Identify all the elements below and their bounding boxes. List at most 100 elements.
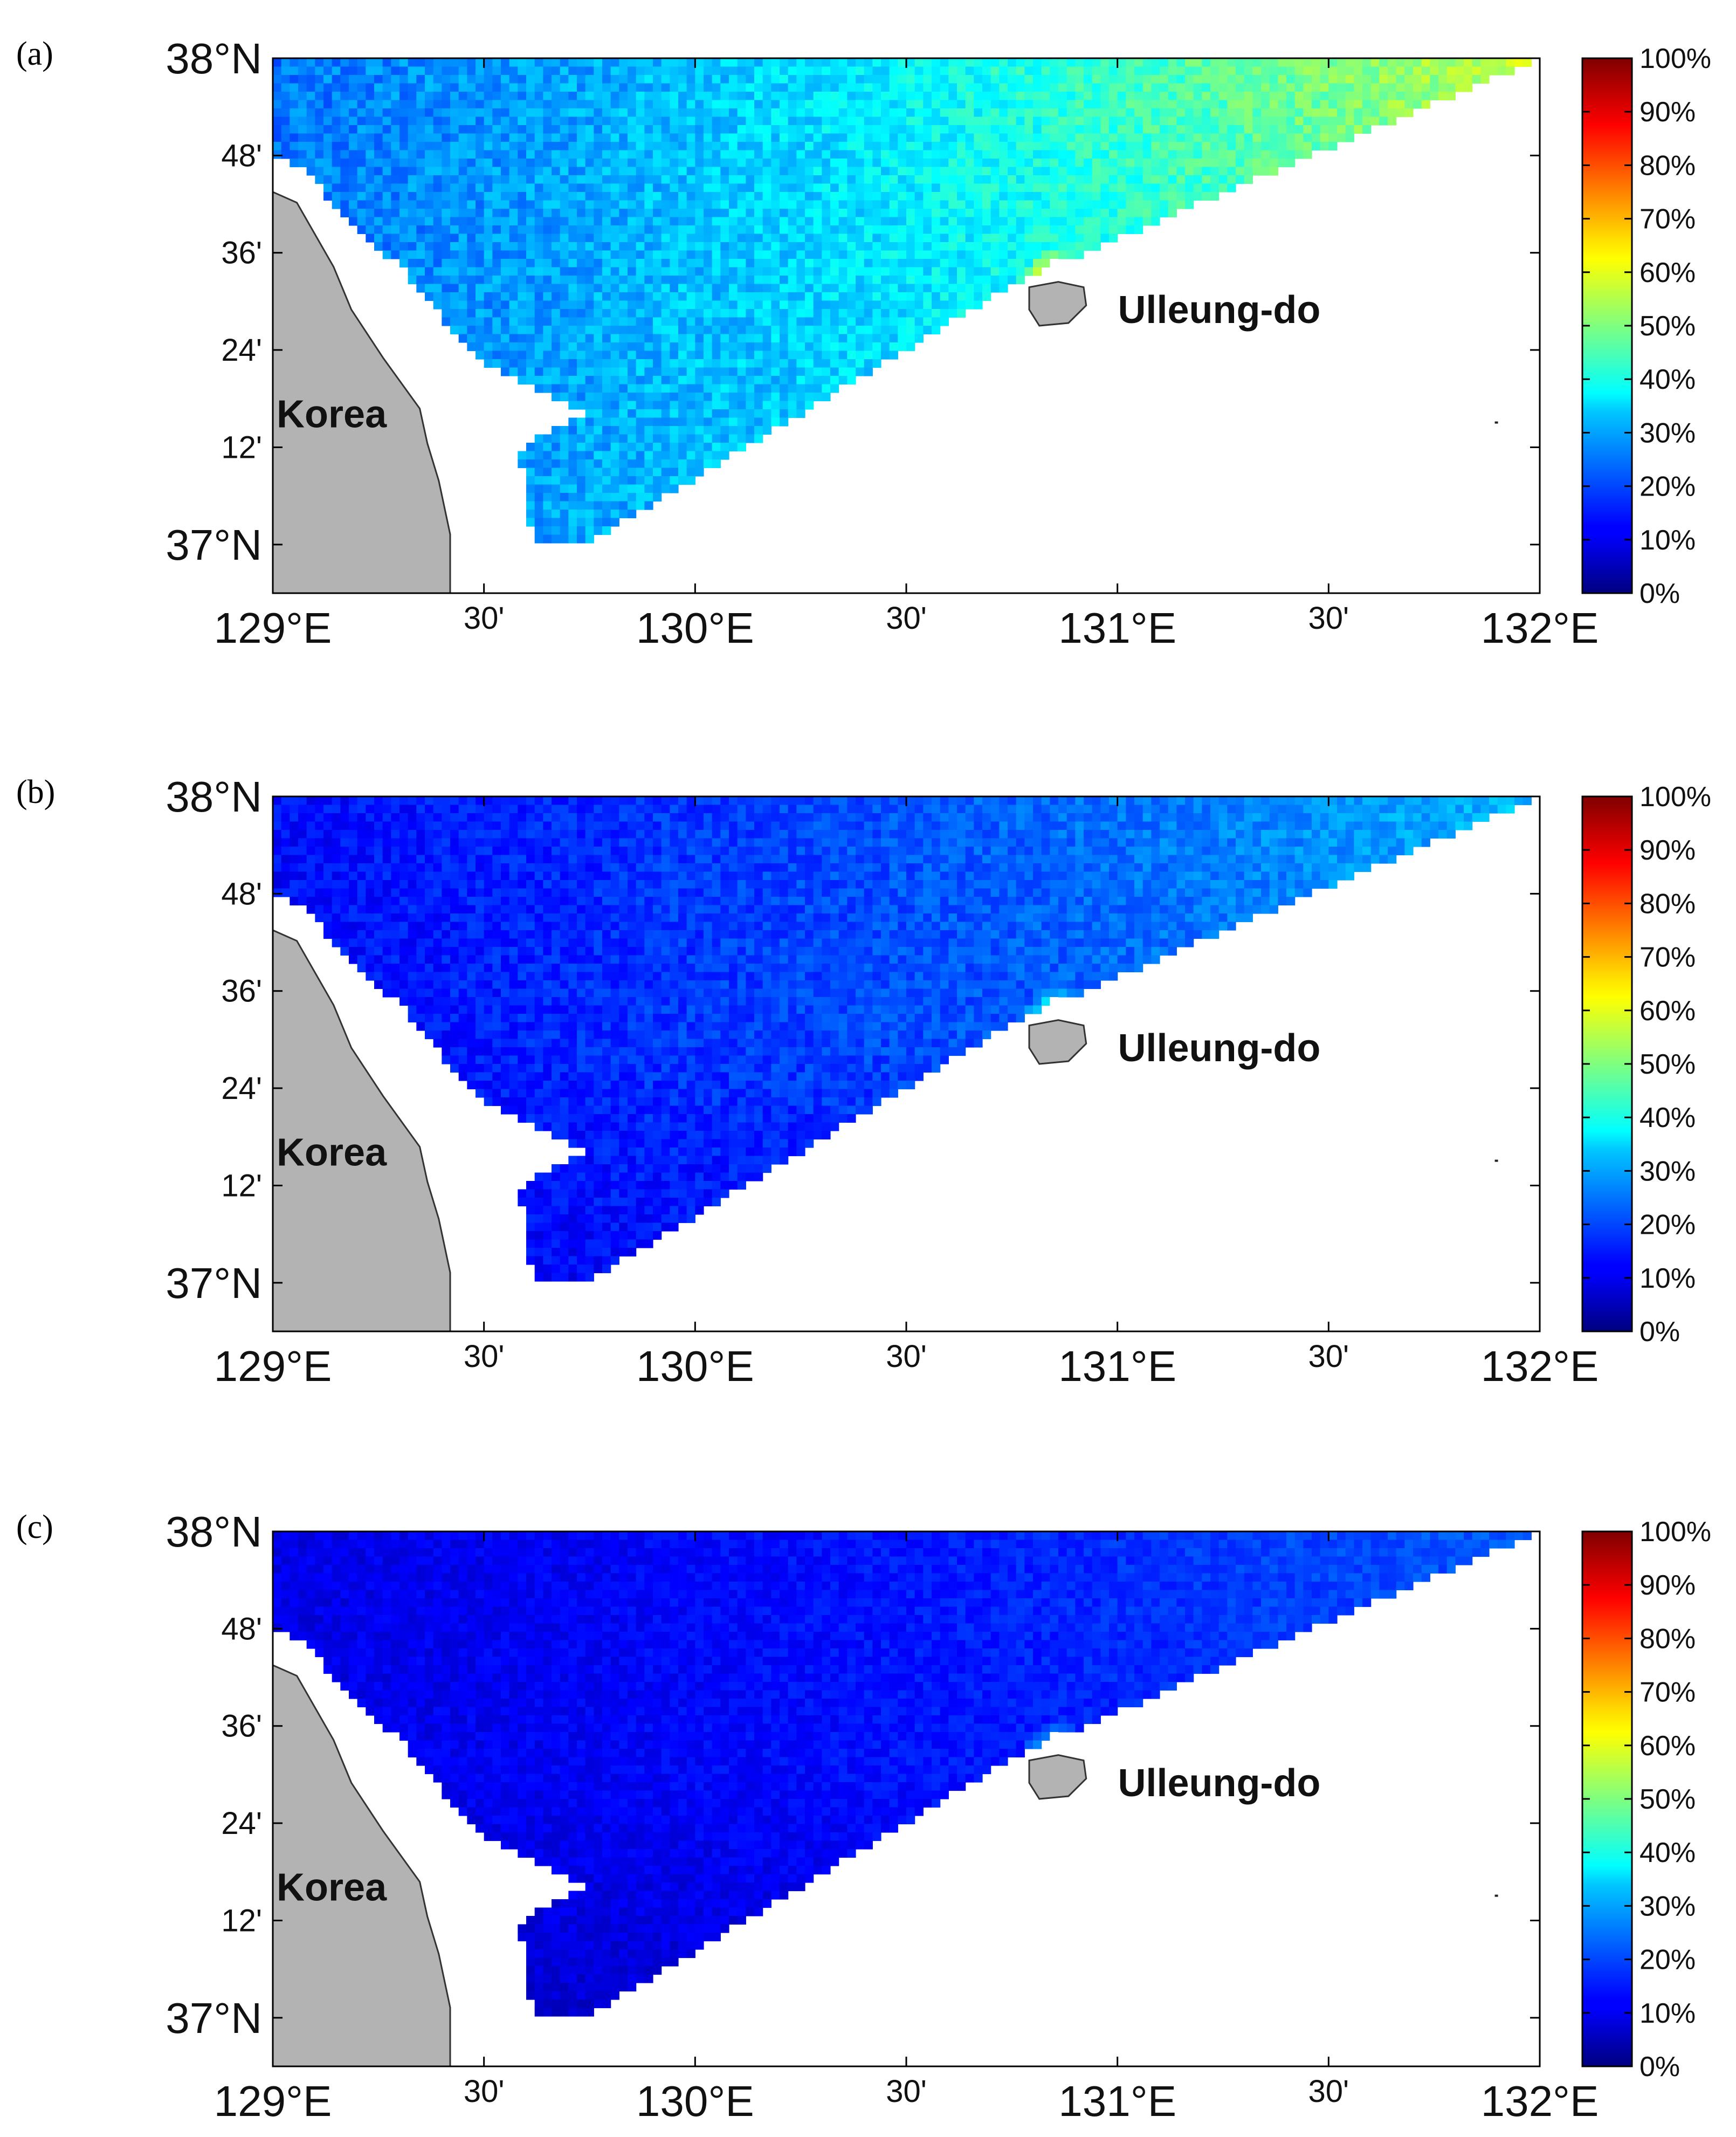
colorbar-tick-label: 0% xyxy=(1639,2051,1680,2083)
korea-label: Korea xyxy=(277,1131,387,1174)
lat-tick-label: 24' xyxy=(221,1071,262,1106)
lon-tick-label: 132°E xyxy=(1481,604,1599,652)
colorbar-tick-label: 70% xyxy=(1639,204,1696,235)
lon-tick-label: 30' xyxy=(464,1339,505,1374)
lat-tick-label: 36' xyxy=(221,236,262,271)
lon-tick-label: 132°E xyxy=(1481,2077,1599,2125)
lon-tick-label: 30' xyxy=(886,601,927,636)
lon-tick-label: 30' xyxy=(464,2074,505,2109)
colorbar-tick-label: 30% xyxy=(1639,417,1696,449)
colorbar-tick-label: 40% xyxy=(1639,1837,1696,1868)
colorbar-gradient xyxy=(1581,57,1633,594)
panel-a: (a) 38°N 48' 36' 24' 12' 37°N 129°E 30' 130°E 30' 1… xyxy=(16,35,1711,652)
colorbar-tick-label: 100% xyxy=(1639,43,1711,74)
colorbar-tick-label: 10% xyxy=(1639,1263,1696,1294)
colorbar-tick-label: 40% xyxy=(1639,364,1696,395)
dokdo-dot xyxy=(1494,1894,1498,1897)
colorbar-tick-label: 20% xyxy=(1639,471,1696,503)
colorbar-tick-label: 10% xyxy=(1639,525,1696,556)
ulleung-island xyxy=(1028,1019,1087,1065)
lat-tick-label: 48' xyxy=(221,138,262,173)
lat-tick-label: 36' xyxy=(221,1709,262,1744)
lon-tick-label: 130°E xyxy=(636,604,754,652)
colorbar-tick-label: 50% xyxy=(1639,311,1696,342)
colorbar-tick-label: 80% xyxy=(1639,150,1696,181)
panel-label: (a) xyxy=(16,36,53,72)
colorbar-tick-label: 60% xyxy=(1639,1730,1696,1762)
colorbar-tick-label: 0% xyxy=(1639,1316,1680,1348)
colorbar-tick-label: 60% xyxy=(1639,257,1696,288)
lon-tick-label: 132°E xyxy=(1481,1342,1599,1390)
lon-tick-label: 30' xyxy=(886,2074,927,2109)
colorbar-tick-label: 20% xyxy=(1639,1210,1696,1241)
lon-tick-label: 131°E xyxy=(1058,2077,1176,2125)
panel-c: (c) 38°N 48' 36' 24' 12' 37°N 129°E 30' 130°E 30' 1… xyxy=(16,1508,1711,2125)
ulleung-island xyxy=(1028,1754,1087,1800)
colorbar-gradient xyxy=(1581,795,1633,1332)
colorbar-tick-label: 100% xyxy=(1639,781,1711,813)
ulleung-do-label: Ulleung-do xyxy=(1118,288,1320,332)
lat-tick-label: 38°N xyxy=(166,1508,262,1556)
colorbar-tick-label: 80% xyxy=(1639,888,1696,919)
sea-field xyxy=(273,1531,1532,2017)
colorbar-tick-label: 0% xyxy=(1639,578,1680,609)
ulleung-do-label: Ulleung-do xyxy=(1118,1027,1320,1070)
colorbar-tick-label: 30% xyxy=(1639,1156,1696,1187)
colorbar-tick-label: 100% xyxy=(1639,1516,1711,1548)
lat-tick-label: 24' xyxy=(221,333,262,368)
panel-b: (b) 38°N 48' 36' 24' 12' 37°N 129°E 30' 130°E 30' 1… xyxy=(16,773,1711,1390)
lon-tick-label: 131°E xyxy=(1058,1342,1176,1390)
colorbar-tick-label: 90% xyxy=(1639,1570,1696,1601)
colorbar: 100% 90% 80% 70% 60% 50% 40% 30% 20% 10% 0% xyxy=(1581,781,1711,1348)
lat-tick-label: 38°N xyxy=(166,35,262,83)
panel-label: (c) xyxy=(16,1509,53,1545)
lat-tick-label: 12' xyxy=(221,1903,262,1938)
korea-label: Korea xyxy=(277,393,387,436)
lon-tick-label: 30' xyxy=(886,1339,927,1374)
lon-tick-label: 30' xyxy=(1308,1339,1349,1374)
colorbar-tick-label: 70% xyxy=(1639,942,1696,973)
korea-label: Korea xyxy=(277,1866,387,1909)
lon-tick-label: 130°E xyxy=(636,1342,754,1390)
lon-tick-label: 129°E xyxy=(214,604,332,652)
lat-tick-label: 37°N xyxy=(166,1259,262,1307)
panel-label: (b) xyxy=(16,774,55,810)
lat-tick-label: 12' xyxy=(221,430,262,465)
lat-tick-label: 24' xyxy=(221,1806,262,1841)
colorbar-tick-label: 50% xyxy=(1639,1049,1696,1080)
lon-tick-label: 129°E xyxy=(214,1342,332,1390)
colorbar: 100% 90% 80% 70% 60% 50% 40% 30% 20% 10% 0% xyxy=(1581,1516,1711,2083)
lat-tick-label: 48' xyxy=(221,1611,262,1646)
colorbar-tick-label: 50% xyxy=(1639,1784,1696,1815)
lat-tick-label: 37°N xyxy=(166,521,262,569)
colorbar-tick-label: 40% xyxy=(1639,1102,1696,1133)
lat-tick-label: 48' xyxy=(221,876,262,911)
lon-tick-label: 130°E xyxy=(636,2077,754,2125)
lat-tick-label: 36' xyxy=(221,974,262,1009)
lon-tick-label: 30' xyxy=(1308,2074,1349,2109)
lon-tick-label: 30' xyxy=(1308,601,1349,636)
colorbar: 100% 90% 80% 70% 60% 50% 40% 30% 20% 10% 0% xyxy=(1581,43,1711,609)
colorbar-tick-label: 90% xyxy=(1639,97,1696,128)
dokdo-dot xyxy=(1494,1159,1498,1162)
lat-tick-label: 12' xyxy=(221,1168,262,1203)
ulleung-island xyxy=(1028,281,1087,327)
sea-field xyxy=(273,796,1532,1282)
colorbar-tick-label: 90% xyxy=(1639,835,1696,866)
colorbar-tick-label: 60% xyxy=(1639,995,1696,1027)
ulleung-do-label: Ulleung-do xyxy=(1118,1762,1320,1805)
colorbar-tick-label: 20% xyxy=(1639,1944,1696,1976)
colorbar-tick-label: 10% xyxy=(1639,1998,1696,2029)
colorbar-tick-label: 30% xyxy=(1639,1891,1696,1922)
lon-tick-label: 30' xyxy=(464,601,505,636)
lon-tick-label: 131°E xyxy=(1058,604,1176,652)
dokdo-dot xyxy=(1494,421,1498,424)
sea-field xyxy=(273,58,1532,544)
lat-tick-label: 37°N xyxy=(166,1994,262,2042)
colorbar-tick-label: 70% xyxy=(1639,1677,1696,1708)
colorbar-gradient xyxy=(1581,1530,1633,2067)
lat-tick-label: 38°N xyxy=(166,773,262,821)
lon-tick-label: 129°E xyxy=(214,2077,332,2125)
colorbar-tick-label: 80% xyxy=(1639,1623,1696,1654)
